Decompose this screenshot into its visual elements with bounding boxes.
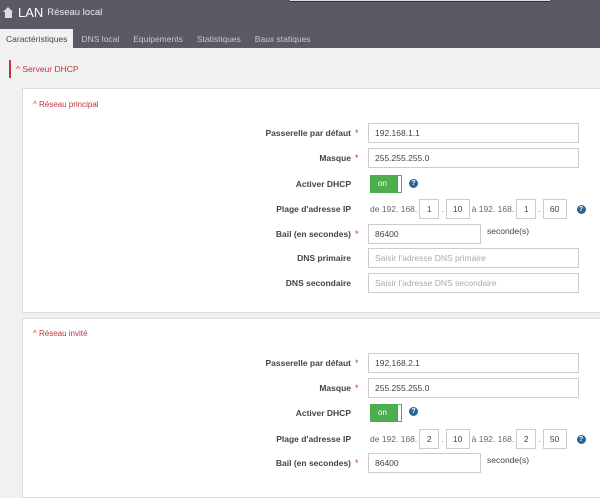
mask-input[interactable]: 255.255.255.0 (368, 148, 579, 168)
home-icon (3, 7, 14, 18)
panel-title[interactable]: ^ Réseau invité (33, 329, 88, 338)
gateway-label: Passerelle par défaut (265, 358, 351, 368)
gateway-label: Passerelle par défaut (265, 128, 351, 138)
section-serveur-dhcp[interactable]: ^ Serveur DHCP (9, 60, 79, 78)
range-from-octet4[interactable]: 10 (445, 429, 470, 449)
range-to-prefix: à 192. 168. (471, 204, 515, 214)
lease-input[interactable]: 86400 (368, 224, 481, 244)
gateway-input[interactable]: 192.168.1.1 (368, 123, 579, 143)
gateway-row: Passerelle par défaut * 192.168.2.1 (23, 353, 600, 373)
lease-unit: seconde(s) (487, 455, 530, 465)
range-from-octet4[interactable]: 10 (445, 199, 470, 219)
panel-reseau-principal: ^ Réseau principal Passerelle par défaut… (22, 88, 600, 313)
range-from-prefix: de 192. 168. (370, 204, 418, 214)
mask-label: Masque (319, 383, 351, 393)
tab-bar: Caractéristiques DNS local Equipements S… (0, 29, 319, 48)
range-label: Plage d'adresse IP (276, 204, 351, 214)
range-to-prefix: à 192. 168. (471, 434, 515, 444)
range-group: de 192. 168. 1 . 10 à 192. 168. 1 . 60 ? (370, 199, 586, 219)
tab-statistiques[interactable]: Statistiques (196, 34, 241, 44)
required-icon: * (355, 358, 359, 368)
subtitle-text: Réseau local (47, 7, 103, 18)
range-row: Plage d'adresse IP de 192. 168. 2 . 10 à… (23, 429, 600, 449)
dns1-label: DNS primaire (297, 253, 351, 263)
tab-dns-local[interactable]: DNS local (81, 34, 120, 44)
required-icon: * (355, 153, 359, 163)
required-icon: * (355, 229, 359, 239)
dns1-row: DNS primaire Saisir l'adresse DNS primai… (23, 248, 600, 268)
gateway-input[interactable]: 192.168.2.1 (368, 353, 579, 373)
lease-label: Bail (en secondes) (275, 229, 351, 239)
mask-row: Masque * 255.255.255.0 (23, 378, 600, 398)
title-text: LAN (18, 5, 44, 20)
range-to-octet3[interactable]: 2 (516, 429, 537, 449)
lease-unit: seconde(s) (487, 226, 530, 236)
range-row: Plage d'adresse IP de 192. 168. 1 . 10 à… (23, 199, 600, 219)
dot: . (538, 204, 541, 214)
tab-baux-statiques[interactable]: Baux statiques (254, 34, 311, 44)
dns2-row: DNS secondaire Saisir l'adresse DNS seco… (23, 273, 600, 293)
range-to-octet4[interactable]: 50 (542, 429, 567, 449)
range-label: Plage d'adresse IP (276, 434, 351, 444)
dhcp-label: Activer DHCP (295, 179, 351, 189)
help-icon[interactable]: ? (409, 407, 418, 416)
panel-reseau-invite: ^ Réseau invité Passerelle par défaut * … (22, 318, 600, 498)
required-icon: * (355, 128, 359, 138)
dhcp-row: Activer DHCP on ? (23, 403, 600, 423)
dhcp-toggle[interactable]: on (370, 175, 402, 193)
range-from-octet3[interactable]: 1 (419, 199, 440, 219)
help-icon[interactable]: ? (409, 179, 418, 188)
mask-label: Masque (319, 153, 351, 163)
dns1-input[interactable]: Saisir l'adresse DNS primaire (368, 248, 579, 268)
dhcp-row: Activer DHCP on ? (23, 174, 600, 194)
dot: . (441, 434, 444, 444)
required-icon: * (355, 458, 359, 468)
app-header: LAN Réseau local Caractéristiques DNS lo… (0, 0, 600, 48)
panel-title[interactable]: ^ Réseau principal (33, 100, 99, 109)
dns2-label: DNS secondaire (285, 278, 351, 288)
range-to-octet3[interactable]: 1 (516, 199, 537, 219)
lease-row: Bail (en secondes) * 86400 seconde(s) (23, 224, 600, 244)
dns2-input[interactable]: Saisir l'adresse DNS secondaire (368, 273, 579, 293)
tab-equipements[interactable]: Equipements (133, 34, 183, 44)
lease-input[interactable]: 86400 (368, 453, 481, 473)
range-from-prefix: de 192. 168. (370, 434, 418, 444)
page-title: LAN Réseau local (3, 5, 102, 20)
dhcp-toggle[interactable]: on (370, 404, 402, 422)
gateway-row: Passerelle par défaut * 192.168.1.1 (23, 123, 600, 143)
dot: . (441, 204, 444, 214)
required-icon: * (355, 383, 359, 393)
mask-input[interactable]: 255.255.255.0 (368, 378, 579, 398)
help-icon[interactable]: ? (576, 434, 586, 444)
tab-caracteristiques[interactable]: Caractéristiques (0, 29, 74, 48)
help-icon[interactable]: ? (576, 204, 586, 214)
lease-row: Bail (en secondes) * 86400 seconde(s) (23, 453, 600, 473)
range-from-octet3[interactable]: 2 (419, 429, 440, 449)
range-to-octet4[interactable]: 60 (542, 199, 567, 219)
range-group: de 192. 168. 2 . 10 à 192. 168. 2 . 50 ? (370, 429, 586, 449)
lease-label: Bail (en secondes) (275, 458, 351, 468)
dot: . (538, 434, 541, 444)
overlay-bar (289, 0, 550, 2)
mask-row: Masque * 255.255.255.0 (23, 148, 600, 168)
dhcp-label: Activer DHCP (295, 408, 351, 418)
